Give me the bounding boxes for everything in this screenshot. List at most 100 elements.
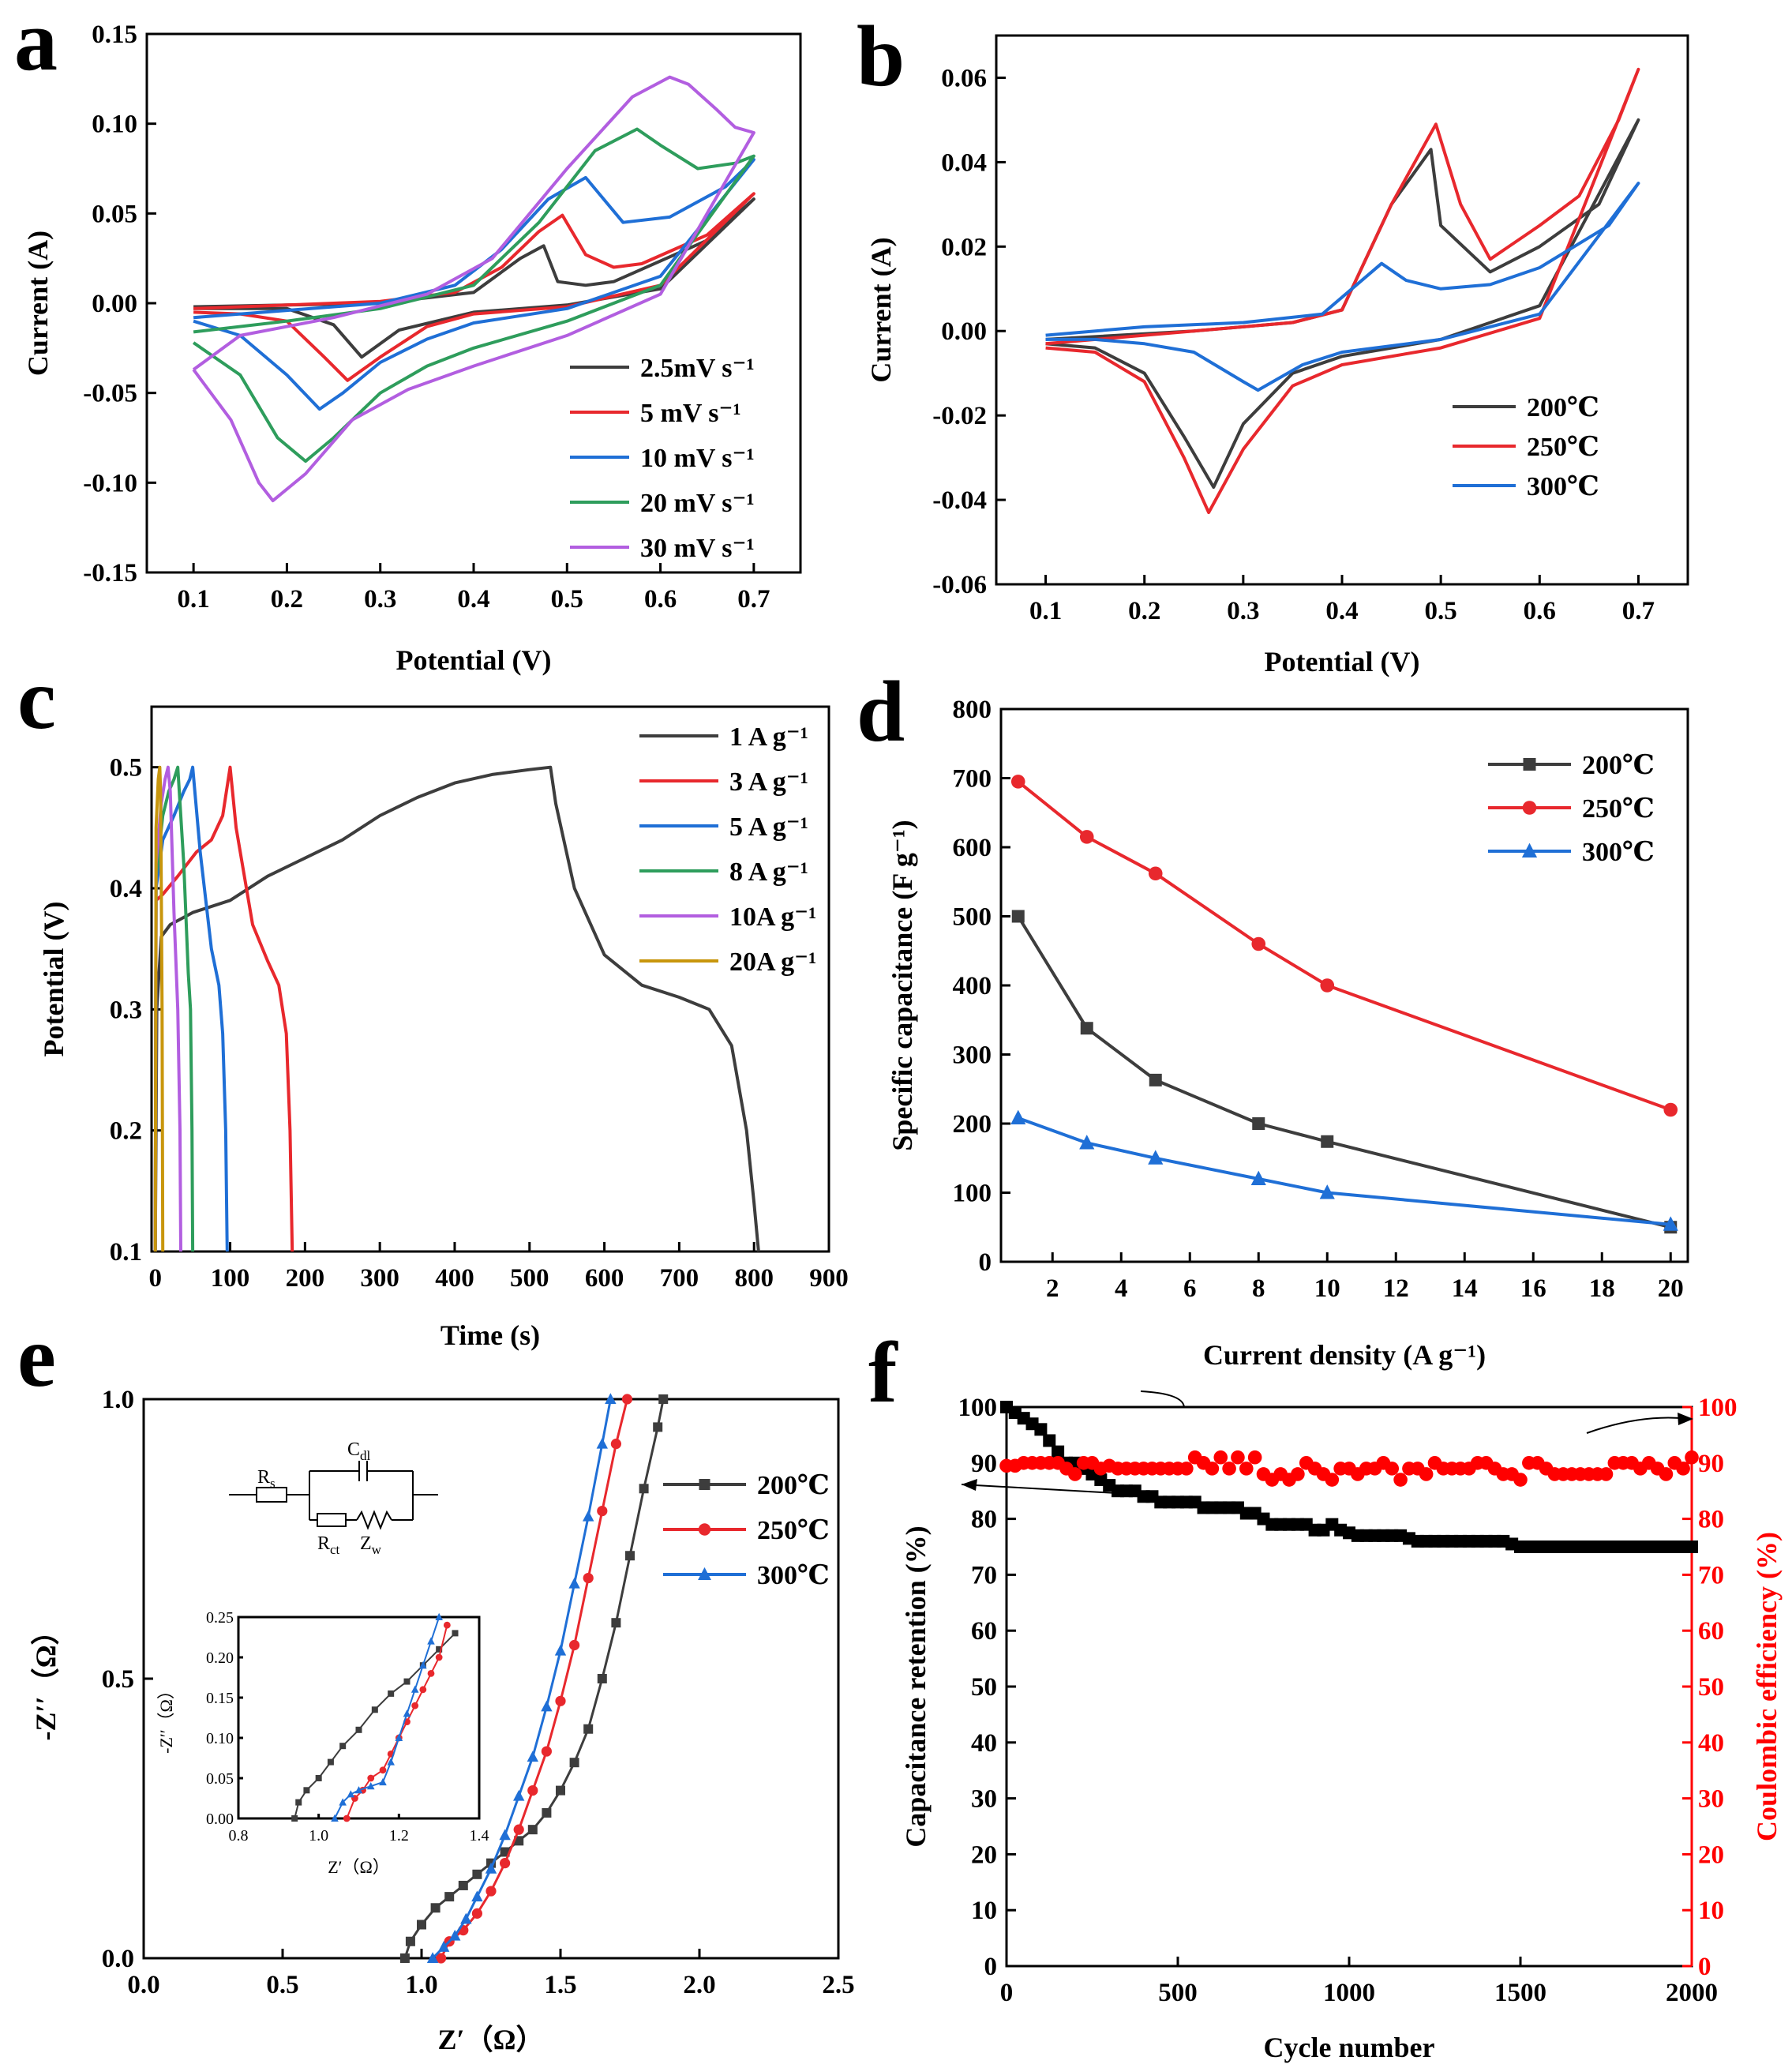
panel-letter-f: f: [868, 1324, 898, 1420]
axis-arrow-left: [961, 1484, 1145, 1495]
chart-c: 0 100 200 300 400 500 600 700 800 900 0.1 0.2 0.3 0.4…: [38, 705, 849, 1351]
y-tick-label: 300: [953, 1041, 992, 1070]
y-tick-label: 0: [979, 1248, 992, 1277]
inset-point: [387, 1758, 395, 1766]
x-tick-label: 0.4: [1325, 597, 1358, 625]
capacitance-point: [1251, 936, 1266, 951]
x-tick-label: 1.5: [544, 1971, 576, 1999]
y-tick-label: 20: [971, 1841, 997, 1869]
efficiency-point: [1179, 1462, 1194, 1476]
y-tick-label: 60: [971, 1617, 997, 1646]
y-tick-label: 0.4: [110, 875, 142, 903]
nyquist-point: [460, 1912, 472, 1924]
inset-point: [315, 1775, 322, 1781]
x-axis-title: Current density (A g⁻¹): [1203, 1339, 1486, 1371]
inset-point: [339, 1798, 347, 1806]
x-tick-label: 0.1: [1029, 597, 1062, 625]
nyquist-point: [621, 1394, 633, 1405]
y-tick-label: 500: [953, 903, 992, 932]
x-tick-label: 2.0: [683, 1971, 715, 1999]
legend-label: 30 mV s⁻¹: [640, 534, 755, 563]
nyquist-point: [527, 1751, 538, 1762]
legend-label: 2.5mV s⁻¹: [640, 354, 755, 383]
plot-frame: [237, 1616, 481, 1820]
nyquist-point: [458, 1880, 468, 1890]
gcd-curve: [153, 765, 760, 1252]
nyquist-point: [513, 1824, 524, 1835]
nyquist-point: [499, 1829, 511, 1841]
zw-label-sub: w: [372, 1542, 382, 1557]
retention-point: [1034, 1423, 1048, 1436]
efficiency-point: [1393, 1473, 1408, 1487]
inset-point: [452, 1630, 459, 1637]
inset-point: [295, 1799, 302, 1806]
cdl-label: Cdl: [347, 1439, 371, 1463]
x-tick-label: 600: [585, 1264, 624, 1293]
x-tick-label: 0: [148, 1264, 162, 1293]
rs-label-main: R: [257, 1467, 270, 1488]
efficiency-point: [1247, 1450, 1262, 1465]
nyquist-point: [639, 1484, 649, 1494]
y-tick-label: 0.05: [92, 200, 137, 228]
y-tick-label: 30: [971, 1785, 997, 1814]
nyquist-point: [555, 1695, 566, 1706]
x-tick-label: 14: [1452, 1274, 1478, 1303]
panel-letter-b: b: [857, 8, 905, 104]
efficiency-point: [1205, 1462, 1220, 1476]
inset-point: [331, 1814, 339, 1822]
capacitance-point: [1079, 1135, 1095, 1150]
y2-tick-label: 100: [1698, 1394, 1738, 1422]
inset-point: [367, 1774, 375, 1782]
x-tick-label: 0.5: [551, 585, 583, 614]
x-tick-label: 200: [286, 1264, 325, 1293]
retention-point: [1043, 1434, 1056, 1447]
y-tick-label: -0.15: [83, 559, 137, 587]
x-tick-label: 1.0: [405, 1971, 437, 1999]
capacitance-point: [1079, 830, 1094, 844]
x-tick-label: 0.7: [1622, 597, 1655, 625]
legend-label: 300℃: [1582, 838, 1655, 867]
y2-tick-label: 90: [1698, 1450, 1724, 1478]
y-tick-label: 0.04: [941, 148, 987, 177]
x-tick-label: 0: [1000, 1979, 1014, 2007]
inset-line: [334, 1616, 441, 1819]
capacitance-point: [1319, 1184, 1335, 1199]
capacitance-point: [1663, 1102, 1678, 1117]
y-tick-label: -0.04: [932, 486, 987, 515]
rct-label-main: R: [317, 1533, 330, 1554]
inset-point: [419, 1686, 427, 1694]
legend-marker: [1521, 842, 1538, 857]
chart-d: 2 4 6 8 10 12 14 16 18 20010020030040050060070080…: [887, 696, 1689, 1371]
x-tick-label: 800: [734, 1264, 774, 1293]
nyquist-point: [485, 1862, 497, 1874]
gcd-curve: [153, 765, 165, 1252]
inset-point: [388, 1690, 395, 1697]
x-tick-label: 0.5: [1425, 597, 1457, 625]
y2-tick-label: 60: [1698, 1617, 1724, 1646]
capacitance-point: [1252, 1117, 1265, 1130]
nyquist-point: [541, 1746, 553, 1757]
x-tick-label: 0.3: [1227, 597, 1259, 625]
legend-label: 5 mV s⁻¹: [640, 399, 741, 428]
y-axis-title: Capacitance retention (%): [900, 1525, 932, 1847]
plot-frame: [150, 705, 830, 1253]
capacitance-point: [1149, 1073, 1162, 1086]
capacitance-point: [1011, 910, 1025, 923]
y-tick-label: 800: [953, 696, 992, 724]
chart-f: 0 500 1000 1500 20000102030405060708090100Cy…: [900, 1390, 1783, 2063]
legend-label: 10 mV s⁻¹: [640, 444, 755, 473]
legend-label: 250℃: [757, 1516, 830, 1545]
inset-point: [303, 1787, 310, 1794]
y-tick-label: 600: [953, 834, 992, 862]
y-tick-label: 0.2: [110, 1117, 142, 1146]
nyquist-point: [471, 1908, 483, 1919]
y-tick-label: 0.15: [92, 21, 137, 49]
x-tick-label: 700: [660, 1264, 699, 1293]
x-tick-label: 500: [1158, 1979, 1198, 2007]
gcd-curve: [153, 765, 229, 1252]
x-tick-label: 0.4: [457, 585, 489, 614]
inset-point: [443, 1621, 451, 1629]
capacitance-point: [1663, 1216, 1678, 1231]
nyquist-point: [583, 1572, 594, 1584]
